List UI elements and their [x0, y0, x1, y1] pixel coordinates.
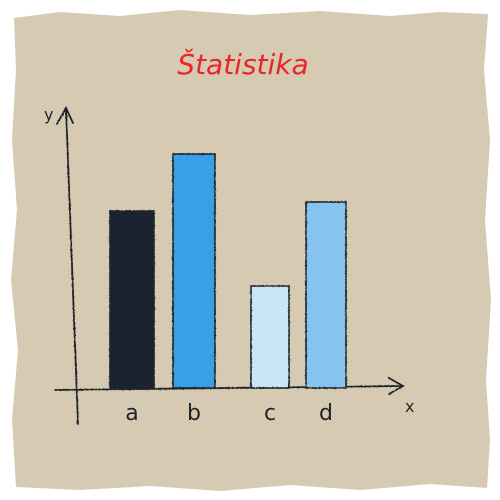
y-axis-label: y	[44, 105, 53, 124]
category-label-c: c	[264, 401, 276, 426]
paper-texture	[11, 10, 491, 491]
bars-group	[109, 153, 347, 389]
category-label-d: d	[319, 401, 333, 426]
x-axis-arrow	[388, 377, 405, 395]
category-label-a: a	[125, 401, 138, 426]
y-axis-line	[65, 107, 79, 425]
chart-title: Štatistika	[177, 47, 308, 81]
y-axis-arrow	[56, 106, 74, 125]
bar-d	[305, 201, 347, 389]
category-label-b: b	[187, 401, 201, 426]
bar-b	[172, 153, 216, 389]
bar-a	[109, 210, 155, 389]
x-axis-label: x	[405, 397, 414, 416]
bar-c	[250, 285, 290, 389]
category-labels: a b c d	[125, 401, 333, 426]
